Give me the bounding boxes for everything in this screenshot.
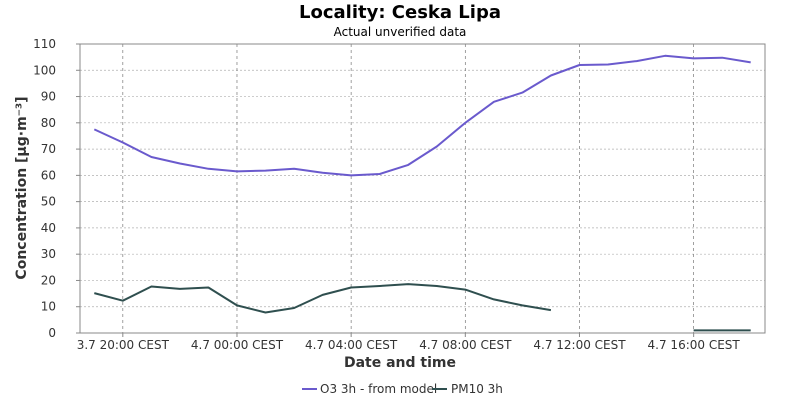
chart-title: Locality: Ceska Lipa <box>299 2 501 23</box>
legend: O3 3h - from model PM10 3h <box>302 382 503 396</box>
x-axis-label: Date and time <box>344 355 456 371</box>
y-tick-label: 20 <box>41 273 56 287</box>
y-tick-label: 110 <box>33 37 56 51</box>
y-tick-label: 60 <box>41 168 56 182</box>
x-tick-label: 4.7 08:00 CEST <box>419 338 512 352</box>
y-tick-label: 0 <box>48 326 56 340</box>
series-line-o3 <box>93 54 751 177</box>
y-tick-label: 70 <box>41 142 56 156</box>
x-tick-label: 4.7 12:00 CEST <box>533 338 626 352</box>
legend-label-pm10[interactable]: PM10 3h <box>451 382 503 396</box>
y-tick-label: 40 <box>41 221 56 235</box>
y-tick-label: 10 <box>41 300 56 314</box>
chart-subtitle: Actual unverified data <box>334 25 467 39</box>
x-tick-label: 3.7 20:00 CEST <box>77 338 170 352</box>
x-axis-ticks: 3.7 20:00 CEST 4.7 00:00 CEST 4.7 04:00 CE… <box>77 333 741 352</box>
y-tick-label: 50 <box>41 195 56 209</box>
plot-area-frame <box>79 43 766 334</box>
y-tick-label: 100 <box>33 63 56 77</box>
y-axis-ticks: 0 10 20 30 40 50 60 70 80 90 100 110 <box>33 37 80 340</box>
y-tick-label: 80 <box>41 116 56 130</box>
series-lines <box>93 54 751 332</box>
x-tick-label: 4.7 00:00 CEST <box>191 338 284 352</box>
grid-lines <box>80 43 765 334</box>
y-tick-label: 90 <box>41 90 56 104</box>
y-axis-label: Concentration [µg·m⁻³] <box>14 96 30 279</box>
series-line-pm10 <box>94 283 552 314</box>
y-tick-label: 30 <box>41 247 56 261</box>
x-tick-label: 4.7 16:00 CEST <box>648 338 741 352</box>
legend-label-o3[interactable]: O3 3h - from model <box>320 382 437 396</box>
x-tick-label: 4.7 04:00 CEST <box>305 338 398 352</box>
